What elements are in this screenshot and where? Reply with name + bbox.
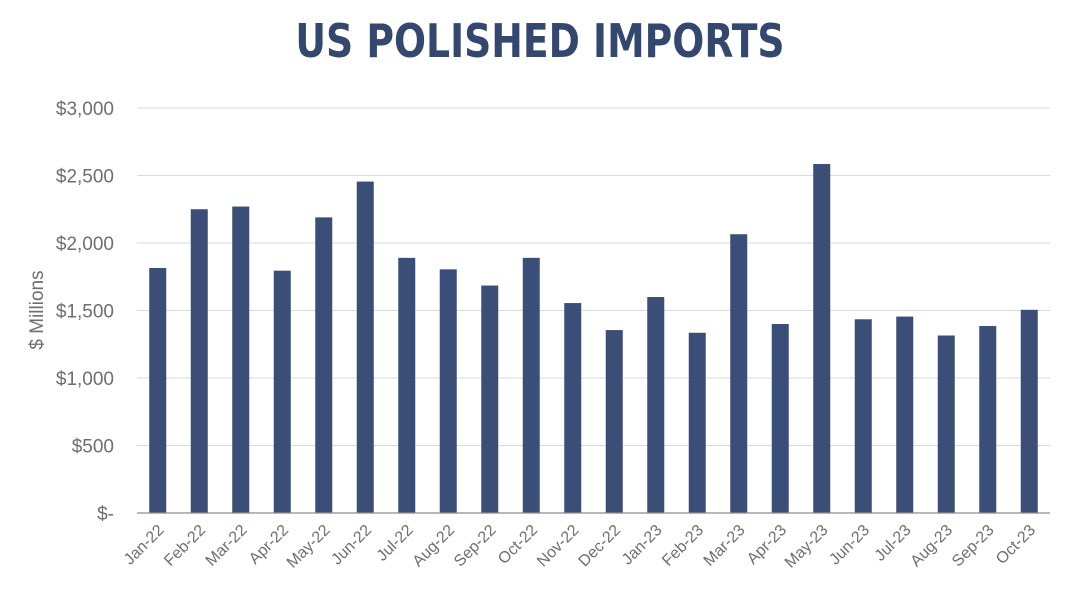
- x-tick-label: Sep-23: [949, 522, 998, 571]
- bar-mar-23: [730, 234, 748, 513]
- bar-nov-22: [564, 303, 582, 513]
- bar-feb-22: [190, 209, 208, 513]
- bar-aug-22: [439, 269, 457, 513]
- y-axis-title: $ Millions: [27, 270, 48, 349]
- y-axis-tick-labels: $- $500 $1,000 $1,500 $2,000 $2,500 $3,000: [56, 99, 114, 525]
- bar-aug-23: [937, 335, 955, 513]
- x-tick-label: Jan-23: [619, 522, 666, 569]
- bars: [149, 164, 1038, 514]
- bar-jan-22: [149, 267, 167, 513]
- y-tick-label: $-: [97, 504, 114, 525]
- x-tick-label: Jan-22: [121, 522, 168, 569]
- x-tick-label: Nov-22: [534, 522, 583, 571]
- x-tick-label: Mar-22: [203, 522, 251, 570]
- bar-mar-22: [232, 206, 250, 514]
- bar-dec-22: [605, 330, 623, 513]
- x-tick-label: Jun-23: [826, 522, 873, 569]
- x-tick-label: May-22: [284, 522, 334, 572]
- x-tick-label: Jun-22: [328, 522, 375, 569]
- bar-jun-22: [356, 181, 374, 513]
- y-tick-label: $500: [72, 437, 114, 458]
- x-tick-label: May-23: [782, 522, 832, 572]
- bar-may-23: [813, 164, 831, 513]
- x-tick-label: Mar-23: [701, 522, 749, 570]
- bar-jan-23: [647, 297, 665, 513]
- x-tick-label: Sep-22: [451, 522, 500, 571]
- x-tick-label: Aug-22: [410, 522, 459, 571]
- y-tick-label: $1,500: [56, 302, 114, 323]
- bar-may-22: [315, 217, 333, 513]
- y-tick-label: $2,500: [56, 167, 114, 188]
- x-tick-label: Oct-23: [993, 522, 1039, 568]
- bar-jul-22: [398, 257, 416, 513]
- bar-sep-23: [979, 326, 997, 513]
- bar-feb-23: [688, 332, 706, 513]
- x-axis-tick-labels: Jan-22Feb-22Mar-22Apr-22May-22Jun-22Jul-…: [121, 522, 1039, 572]
- bar-jul-23: [896, 316, 914, 513]
- bar-apr-23: [771, 324, 789, 513]
- bar-oct-22: [522, 257, 540, 513]
- x-tick-label: Oct-22: [495, 522, 541, 568]
- bar-oct-23: [1020, 309, 1038, 513]
- y-tick-label: $2,000: [56, 234, 114, 255]
- x-tick-label: Dec-22: [576, 522, 625, 571]
- x-tick-label: Feb-23: [659, 522, 707, 570]
- chart-title: US POLISHED IMPORTS: [295, 14, 785, 68]
- y-tick-label: $1,000: [56, 369, 114, 390]
- x-tick-label: Feb-22: [161, 522, 209, 570]
- bar-apr-22: [273, 270, 291, 513]
- y-tick-label: $3,000: [56, 99, 114, 120]
- bar-sep-22: [481, 285, 499, 513]
- x-tick-label: Aug-23: [908, 522, 957, 571]
- bar-jun-23: [854, 319, 872, 513]
